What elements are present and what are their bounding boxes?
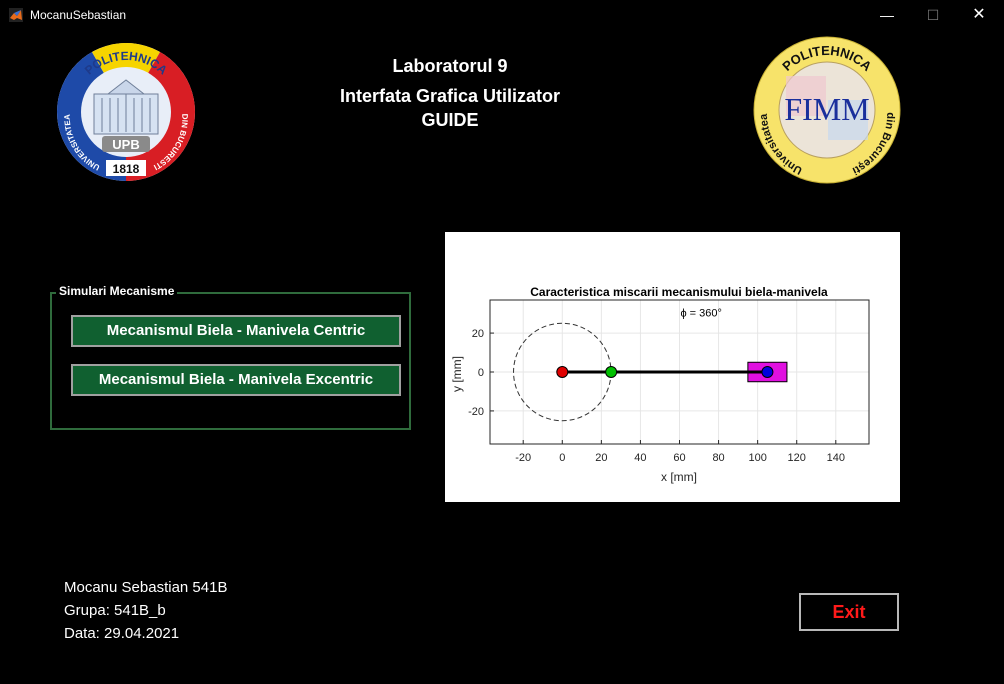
x-axis-label: x [mm]	[661, 470, 697, 484]
x-tick-label: 20	[595, 452, 607, 464]
fimm-logo: FIMM POLITEHNICA Universitatea din Bucur…	[753, 36, 901, 184]
title-bar: MocanuSebastian — ☐ ✕	[0, 0, 1004, 30]
x-tick-label: 40	[634, 452, 646, 464]
plot-title: Caracteristica miscarii mecanismului bie…	[530, 285, 828, 299]
eccentric-mechanism-button[interactable]: Mecanismul Biela - Manivela Excentric	[71, 364, 401, 396]
y-tick-label: 0	[478, 367, 484, 379]
plot-panel: Caracteristica miscarii mecanismului bie…	[445, 232, 900, 502]
joint-A	[605, 366, 618, 378]
maximize-button[interactable]: ☐	[926, 7, 940, 23]
x-tick-label: 100	[748, 452, 766, 464]
x-tick-label: 0	[559, 452, 565, 464]
x-tick-label: 140	[827, 452, 845, 464]
y-tick-label: 20	[472, 328, 484, 340]
centric-mechanism-button[interactable]: Mecanismul Biela - Manivela Centric	[71, 315, 401, 347]
upb-logo: UPB 1818 POLITEHNICA UNIVERSITATEA DIN B…	[57, 43, 195, 181]
upb-badge: UPB	[112, 137, 139, 152]
mechanism-plot: Caracteristica miscarii mecanismului bie…	[450, 285, 870, 484]
close-button[interactable]: ✕	[972, 6, 986, 23]
matlab-icon	[9, 8, 23, 22]
exit-button[interactable]: Exit	[799, 593, 899, 631]
header-subtitle: Interfata Grafica Utilizator	[339, 86, 561, 106]
y-axis-label: y [mm]	[450, 356, 464, 392]
panel-title: Simulari Mecanisme	[56, 284, 178, 298]
fimm-center-text: FIMM	[784, 91, 869, 127]
joint-B	[761, 366, 774, 378]
header-title: Laboratorul 9	[392, 56, 508, 76]
angle-annotation: ϕ = 360°	[680, 308, 721, 320]
header-guide: GUIDE	[421, 110, 479, 130]
y-tick-label: -20	[468, 406, 484, 418]
upb-year: 1818	[113, 162, 140, 176]
x-tick-label: 80	[712, 452, 724, 464]
window-title: MocanuSebastian	[30, 8, 127, 22]
lab-date: Data: 29.04.2021	[64, 625, 180, 642]
x-tick-label: -20	[515, 452, 531, 464]
joint-O	[556, 366, 569, 378]
x-tick-label: 60	[673, 452, 685, 464]
student-group: Grupa: 541B_b	[64, 602, 166, 619]
minimize-button[interactable]: —	[880, 7, 894, 23]
x-tick-label: 120	[788, 452, 806, 464]
student-name: Mocanu Sebastian 541B	[64, 579, 228, 596]
simulation-panel	[50, 292, 411, 430]
